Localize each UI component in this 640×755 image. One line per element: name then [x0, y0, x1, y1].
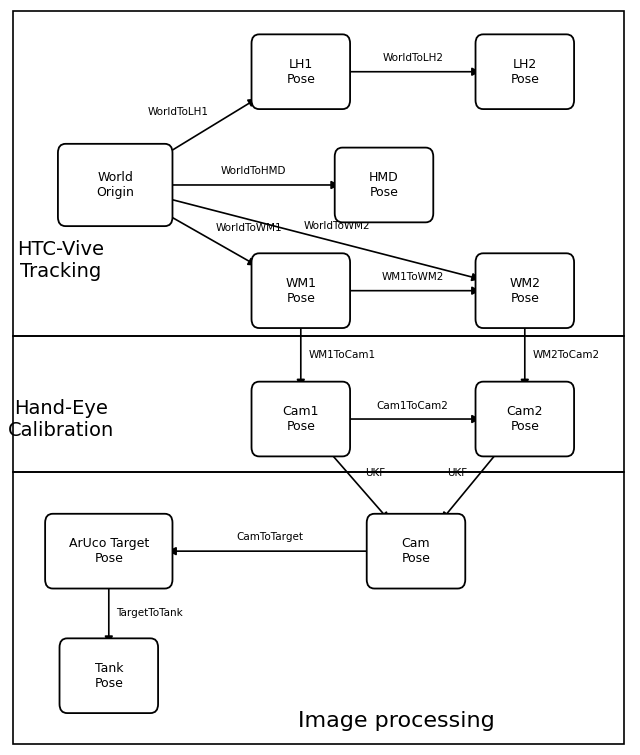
Text: Cam2
Pose: Cam2 Pose: [506, 405, 543, 433]
Text: LH2
Pose: LH2 Pose: [510, 57, 540, 86]
FancyBboxPatch shape: [476, 254, 574, 328]
Text: UKF: UKF: [365, 467, 385, 477]
Text: WM1ToCam1: WM1ToCam1: [308, 350, 376, 360]
FancyBboxPatch shape: [58, 143, 172, 226]
Text: WorldToLH1: WorldToLH1: [148, 107, 209, 117]
Text: WM2
Pose: WM2 Pose: [509, 276, 540, 305]
Text: World
Origin: World Origin: [96, 171, 134, 199]
Text: LH1
Pose: LH1 Pose: [286, 57, 316, 86]
Text: Cam1ToCam2: Cam1ToCam2: [377, 402, 449, 411]
FancyBboxPatch shape: [476, 34, 574, 109]
Text: HMD
Pose: HMD Pose: [369, 171, 399, 199]
Text: WorldToWM2: WorldToWM2: [303, 221, 370, 231]
Text: Cam1
Pose: Cam1 Pose: [282, 405, 319, 433]
Text: Tank
Pose: Tank Pose: [94, 661, 124, 690]
Text: WorldToWM1: WorldToWM1: [215, 223, 282, 233]
Text: Image processing: Image processing: [298, 711, 495, 731]
FancyBboxPatch shape: [60, 638, 158, 713]
Text: UKF: UKF: [447, 467, 467, 477]
Text: WM1
Pose: WM1 Pose: [285, 276, 316, 305]
Text: Cam
Pose: Cam Pose: [401, 537, 431, 565]
FancyBboxPatch shape: [476, 381, 574, 456]
FancyBboxPatch shape: [252, 254, 350, 328]
Text: HTC-Vive
Tracking: HTC-Vive Tracking: [17, 240, 104, 281]
Text: WorldToHMD: WorldToHMD: [221, 166, 286, 176]
FancyBboxPatch shape: [335, 148, 433, 222]
FancyBboxPatch shape: [367, 513, 465, 589]
FancyBboxPatch shape: [252, 381, 350, 456]
Text: ArUco Target
Pose: ArUco Target Pose: [68, 537, 149, 565]
Text: Hand-Eye
Calibration: Hand-Eye Calibration: [8, 399, 114, 439]
Text: WorldToLH2: WorldToLH2: [382, 53, 444, 63]
FancyBboxPatch shape: [45, 513, 173, 589]
Text: TargetToTank: TargetToTank: [116, 609, 183, 618]
Text: WM2ToCam2: WM2ToCam2: [532, 350, 600, 360]
Text: WM1ToWM2: WM1ToWM2: [381, 272, 444, 282]
FancyBboxPatch shape: [252, 34, 350, 109]
Text: CamToTarget: CamToTarget: [236, 532, 303, 542]
